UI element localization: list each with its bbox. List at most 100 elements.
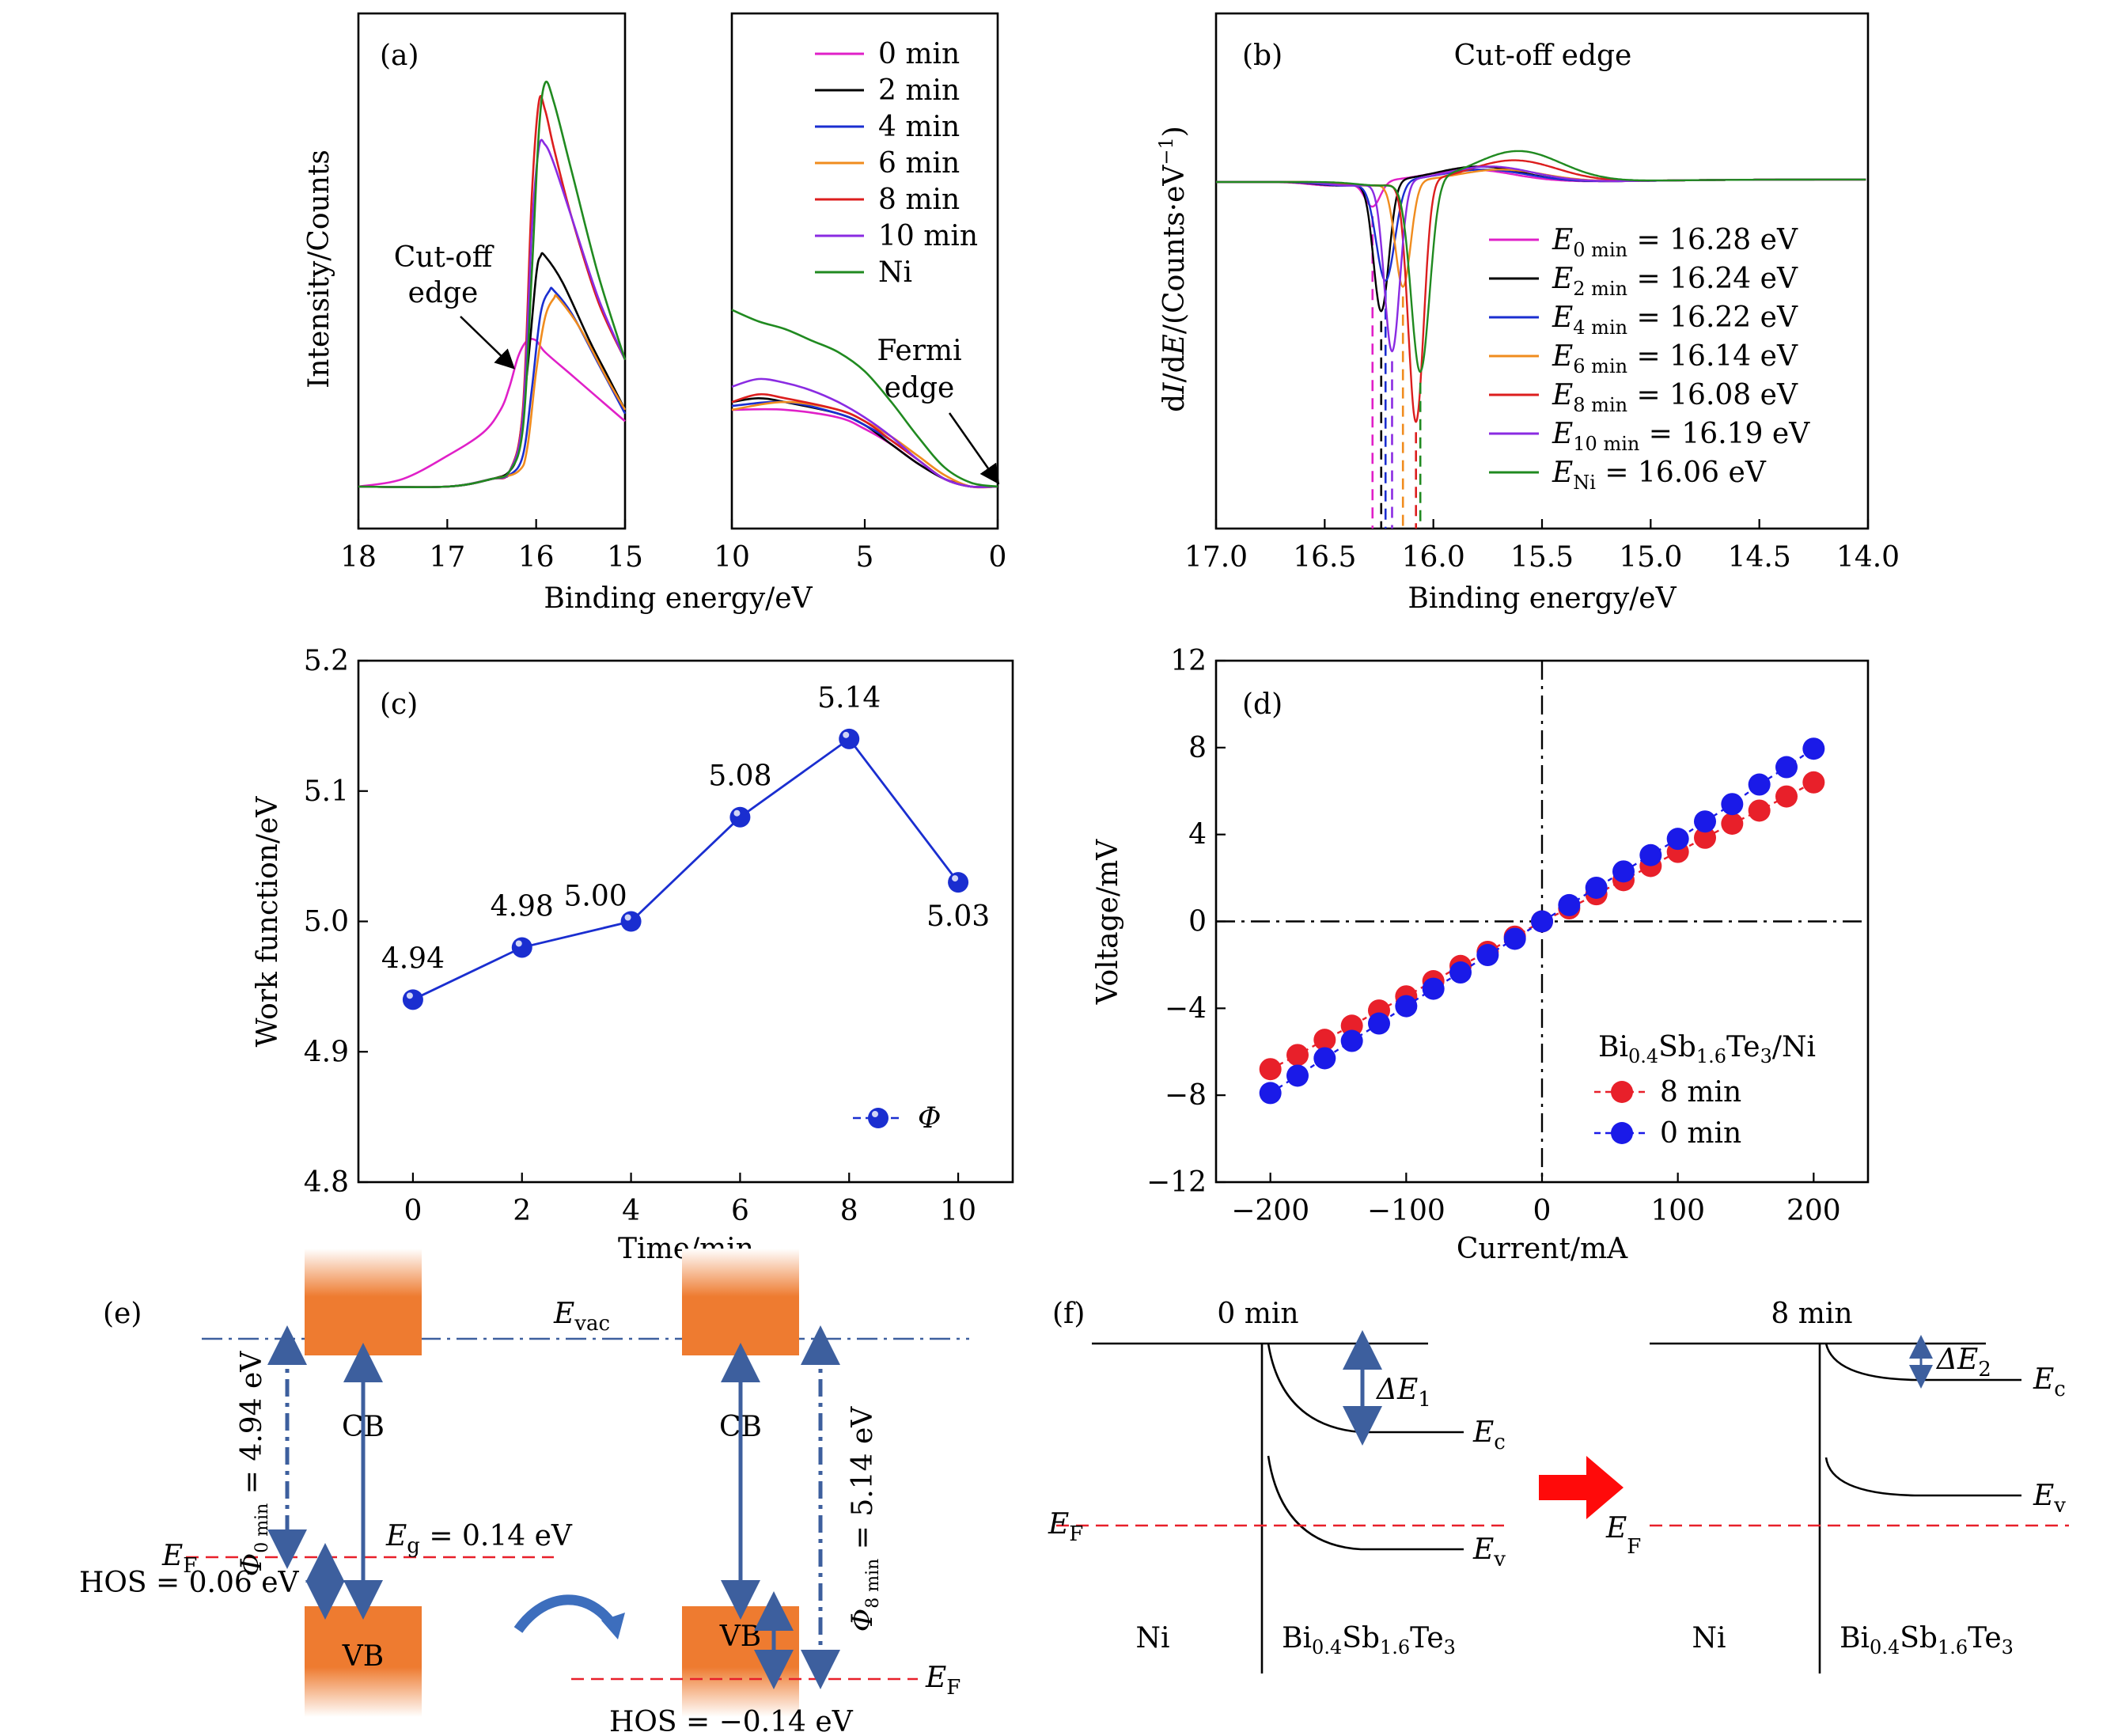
panel-f-band-bending: (f) 0 min 8 min EF ΔE1 Ec Ev Ni Bi0.4Sb1…: [1048, 1298, 2069, 1673]
panel-b-ylabel: dI/dE/(Counts·eV−1): [1155, 126, 1191, 412]
right-ec-label: Ec: [2033, 1363, 2066, 1401]
b-x-14.0-tick-label: 14.0: [1836, 541, 1900, 574]
work-function-label-5: 5.03: [926, 900, 990, 933]
d-x-0-tick-label: 0: [1533, 1195, 1552, 1227]
panel-a: 18 17 16 15 10 5 0 (a) Binding energy/eV Inten…: [303, 12, 1006, 615]
c-x-0-tick-label: 0: [404, 1195, 422, 1227]
work-function-label-0: 4.94: [381, 942, 445, 975]
work-function-point-3: [729, 806, 751, 828]
c-y-4.9-tick-label: 4.9: [304, 1036, 349, 1068]
work-function-point-0: [402, 989, 423, 1010]
curve-right-4-min: [731, 400, 998, 489]
d-x--100-tick-label: −100: [1367, 1195, 1445, 1227]
panel-c-ticks: 0 2 4 6 8 10 4.8 4.9 5.0 5.1 5.2: [304, 645, 976, 1227]
c-y-5.0-tick-label: 5.0: [304, 906, 349, 938]
c-x-2-tick-label: 2: [513, 1195, 531, 1227]
curve-left-Ni: [358, 81, 627, 489]
curve-right-2-min: [731, 396, 998, 489]
panel-d-series: [1216, 661, 1868, 1182]
iv-point-0-min-13: [1612, 860, 1635, 883]
left-ev-curve: [1267, 1455, 1464, 1551]
c-x-10-tick-label: 10: [940, 1195, 976, 1227]
legend-label-8min: 8 min: [1660, 1076, 1741, 1109]
eg-label: Eg = 0.14 eV: [385, 1520, 573, 1558]
iv-point-0-min-19: [1775, 756, 1798, 779]
a-left-x-18-tick-label: 18: [340, 541, 377, 574]
c-x-6-tick-label: 6: [731, 1195, 749, 1227]
panel-f-label: (f): [1052, 1298, 1085, 1330]
delta-e2-label: ΔE2: [1935, 1344, 1991, 1382]
right-time-title: 8 min: [1771, 1298, 1852, 1330]
panel-a-label: (a): [380, 40, 419, 72]
d-y--4-tick-label: −4: [1165, 992, 1207, 1025]
iv-point-8-min-2: [1313, 1029, 1336, 1052]
panel-d-label: (d): [1242, 688, 1283, 721]
iv-point-0-min-14: [1639, 843, 1662, 866]
panel-d-xlabel: Current/mA: [1457, 1233, 1628, 1265]
iv-point-8-min-20: [1802, 771, 1825, 794]
d-x--200-tick-label: −200: [1231, 1195, 1309, 1227]
legend-label-2-min: 2 min: [878, 74, 960, 107]
panel-a-left-frame: [357, 12, 627, 530]
work-function-point-highlight-3: [733, 809, 741, 817]
legend-label-1: E2 min = 16.24 eV: [1552, 263, 1798, 300]
work-function-label-2: 5.00: [564, 881, 627, 913]
iv-point-8-min-18: [1748, 799, 1771, 822]
legend-label-Ni: Ni: [878, 256, 912, 289]
iv-point-8-min-16: [1694, 826, 1716, 849]
b-x-15.0-tick-label: 15.0: [1619, 541, 1682, 574]
panel-c-legend: Φ: [853, 1102, 942, 1135]
legend-label-5: E10 min = 16.19 eV: [1552, 418, 1810, 455]
d-x-100-tick-label: 100: [1650, 1195, 1705, 1227]
curve-right-Ni: [731, 309, 998, 488]
iv-point-0-min-4: [1368, 1012, 1390, 1035]
iv-point-8-min-3: [1340, 1014, 1363, 1037]
iv-point-0-min-10: [1531, 910, 1553, 933]
panel-b-ticks: 17.0 16.5 16.0 15.5 15.0 14.5 14.0: [1184, 519, 1900, 574]
fermi-arrow: [948, 412, 1000, 485]
fermi-annotation-line1: Fermi: [877, 335, 961, 367]
a-left-x-15-tick-label: 15: [607, 541, 643, 574]
d-y-8-tick-label: 8: [1188, 732, 1207, 764]
iv-point-0-min-17: [1721, 793, 1744, 816]
work-function-point-highlight-2: [624, 914, 631, 921]
iv-point-0-min-7: [1449, 961, 1472, 984]
vb-left-label: VB: [342, 1640, 384, 1673]
work-function-point-highlight-5: [952, 875, 959, 882]
legend-label-10-min: 10 min: [878, 220, 978, 252]
curve-right-6-min: [731, 400, 998, 489]
iv-point-0-min-5: [1395, 995, 1418, 1018]
phi-left-label: Φ0 min = 4.94 eV: [236, 1351, 272, 1577]
curve-left-8-min: [358, 95, 627, 489]
legend-marker-8min: [1611, 1081, 1633, 1103]
curve-left-2-min: [358, 252, 627, 489]
legend-marker-0min: [1611, 1122, 1633, 1144]
work-function-point-highlight-1: [515, 940, 522, 947]
vb-right-label: VB: [719, 1620, 761, 1653]
right-material-label: Bi0.4Sb1.6Te3: [1840, 1622, 2014, 1658]
legend-label-4: E8 min = 16.08 eV: [1552, 379, 1798, 416]
work-function-label-1: 4.98: [491, 890, 554, 923]
legend-label-6: ENi = 16.06 eV: [1552, 457, 1767, 494]
transition-arrowhead: [601, 1613, 625, 1639]
iv-point-0-min-12: [1585, 876, 1608, 899]
panel-d: −200 −100 0 100 200 −12 −8 −4 0 4 8 12 (d) Current/…: [1092, 645, 1870, 1265]
iv-point-0-min-8: [1476, 944, 1499, 967]
work-function-label-4: 5.14: [817, 682, 881, 714]
panel-a-legend: 0 min 2 min 4 min 6 min 8 min 10 min Ni: [815, 38, 978, 289]
work-function-point-highlight-0: [406, 992, 413, 999]
legend-label-4-min: 4 min: [878, 111, 960, 143]
iv-point-0-min-15: [1666, 828, 1689, 851]
iv-point-0-min-18: [1748, 773, 1771, 796]
curve-left-10-min: [358, 138, 627, 489]
cutoff-arrow: [460, 316, 515, 370]
panel-a-left-curves: [358, 81, 627, 489]
b-x-15.5-tick-label: 15.5: [1510, 541, 1574, 574]
d-y--12-tick-label: −12: [1146, 1166, 1207, 1199]
legend-label-2: E4 min = 16.22 eV: [1552, 301, 1798, 339]
work-function-point-highlight-4: [843, 731, 850, 738]
iv-point-8-min-17: [1721, 812, 1744, 835]
vb-left: [305, 1606, 422, 1717]
a-right-x-5-tick-label: 5: [856, 541, 874, 574]
c-y-5.2-tick-label: 5.2: [304, 645, 349, 677]
